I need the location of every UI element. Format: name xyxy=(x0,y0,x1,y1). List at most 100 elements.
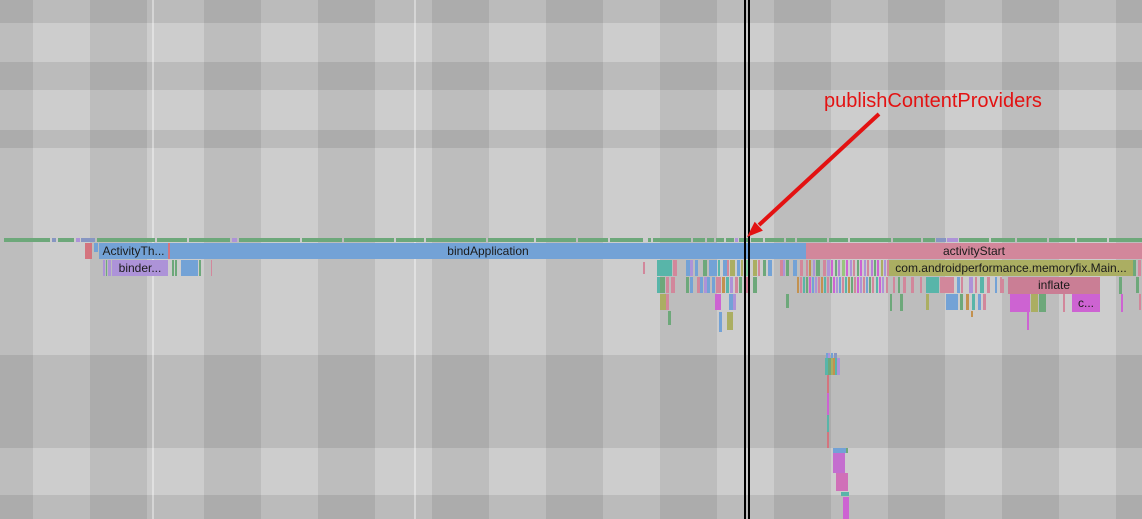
flame-bar[interactable] xyxy=(850,260,852,276)
flame-bar[interactable] xyxy=(536,238,576,242)
flame-bar[interactable] xyxy=(887,260,889,276)
flame-bar[interactable] xyxy=(860,277,862,293)
flame-bar[interactable] xyxy=(657,277,660,293)
flame-bar[interactable] xyxy=(831,358,833,375)
flame-bar[interactable] xyxy=(758,260,760,276)
flame-bar[interactable] xyxy=(940,277,954,293)
flame-bar[interactable] xyxy=(396,238,424,242)
flame-bar[interactable] xyxy=(978,294,981,310)
flame-bar[interactable] xyxy=(837,358,840,375)
flame-bar[interactable] xyxy=(793,260,797,276)
flame-bar[interactable] xyxy=(97,238,155,242)
flame-bar[interactable] xyxy=(866,277,868,293)
flame-bar[interactable] xyxy=(426,238,486,242)
flame-bar[interactable] xyxy=(803,277,805,293)
flame-bar[interactable] xyxy=(882,277,884,293)
flame-bar[interactable] xyxy=(898,277,900,293)
flame-bar[interactable] xyxy=(737,260,740,276)
flame-bar[interactable] xyxy=(753,277,757,293)
flame-bar[interactable] xyxy=(1063,294,1065,312)
flame-bar[interactable] xyxy=(1002,279,1004,293)
flame-bar[interactable] xyxy=(813,260,815,276)
flame-bar[interactable] xyxy=(686,277,689,293)
flame-bar[interactable] xyxy=(643,262,645,274)
flame-bar[interactable] xyxy=(900,294,903,311)
flame-bar[interactable] xyxy=(797,238,827,242)
flame-bar[interactable] xyxy=(94,243,98,252)
flame-bar[interactable] xyxy=(884,260,886,276)
flame-bar[interactable] xyxy=(1109,238,1142,242)
flame-bar[interactable] xyxy=(903,277,906,293)
flame-bar[interactable] xyxy=(946,294,958,310)
flame-bar[interactable] xyxy=(846,448,848,453)
flame-bar[interactable] xyxy=(85,243,92,259)
flame-bar[interactable] xyxy=(828,358,831,375)
flame-bar[interactable] xyxy=(1136,277,1139,293)
method-call-bar[interactable]: ActivityTh... xyxy=(99,243,168,259)
flame-bar[interactable] xyxy=(823,260,826,276)
flame-bar[interactable] xyxy=(1027,312,1029,330)
flame-bar[interactable] xyxy=(1138,260,1141,276)
flame-bar[interactable] xyxy=(693,238,705,242)
flame-bar[interactable] xyxy=(168,243,170,259)
flame-bar[interactable] xyxy=(923,238,935,242)
flame-bar[interactable] xyxy=(926,277,939,293)
flame-bar[interactable] xyxy=(991,238,1015,242)
flame-bar[interactable] xyxy=(876,277,878,293)
flame-bar[interactable] xyxy=(831,353,833,358)
flame-bar[interactable] xyxy=(786,238,795,242)
playhead-line[interactable] xyxy=(744,0,746,519)
flame-bar[interactable] xyxy=(886,277,888,293)
flame-bar[interactable] xyxy=(1119,277,1122,294)
flame-bar[interactable] xyxy=(712,277,715,293)
flame-bar[interactable] xyxy=(836,473,848,491)
flame-bar[interactable] xyxy=(853,260,855,276)
flame-bar[interactable] xyxy=(741,260,743,276)
flame-bar[interactable] xyxy=(716,238,724,242)
flame-bar[interactable] xyxy=(722,277,725,293)
flame-bar[interactable] xyxy=(812,277,814,293)
flame-bar[interactable] xyxy=(690,260,693,276)
flame-bar[interactable] xyxy=(987,277,990,293)
flame-bar[interactable] xyxy=(833,277,835,293)
flame-bar[interactable] xyxy=(715,294,721,310)
flame-bar[interactable] xyxy=(818,277,820,293)
flame-bar[interactable] xyxy=(869,277,871,293)
flame-bar[interactable] xyxy=(726,238,734,242)
flame-bar[interactable] xyxy=(735,277,738,293)
flame-bar[interactable] xyxy=(890,294,892,311)
playhead-line[interactable] xyxy=(748,0,750,519)
flame-bar[interactable] xyxy=(1139,294,1141,310)
flame-bar[interactable] xyxy=(786,260,789,276)
flame-bar[interactable] xyxy=(860,260,862,276)
flame-bar[interactable] xyxy=(842,260,845,276)
flame-bar[interactable] xyxy=(211,260,212,276)
flame-bar[interactable] xyxy=(108,260,111,276)
flame-bar[interactable] xyxy=(735,238,738,242)
flame-bar[interactable] xyxy=(1000,277,1002,293)
flame-bar[interactable] xyxy=(959,238,989,242)
flame-bar[interactable] xyxy=(995,277,997,293)
flame-bar[interactable] xyxy=(730,277,733,293)
flame-bar[interactable] xyxy=(893,238,921,242)
flame-bar[interactable] xyxy=(780,260,783,276)
flame-bar[interactable] xyxy=(833,448,846,453)
flame-bar[interactable] xyxy=(850,238,891,242)
flame-bar[interactable] xyxy=(838,260,840,276)
flame-bar[interactable] xyxy=(768,260,772,276)
flame-bar[interactable] xyxy=(809,277,811,293)
flame-bar[interactable] xyxy=(716,277,721,293)
flame-bar[interactable] xyxy=(730,260,735,276)
flame-bar[interactable] xyxy=(911,277,914,293)
flame-bar[interactable] xyxy=(800,260,803,276)
flame-bar[interactable] xyxy=(239,238,300,242)
flame-bar[interactable] xyxy=(864,260,866,276)
flame-bar[interactable] xyxy=(4,238,50,242)
flame-bar[interactable] xyxy=(1121,294,1123,312)
flame-bar[interactable] xyxy=(966,294,969,310)
flame-bar[interactable] xyxy=(666,277,669,293)
flame-bar[interactable] xyxy=(660,277,665,293)
flame-bar[interactable] xyxy=(831,260,833,276)
flame-bar[interactable] xyxy=(872,277,874,293)
flame-bar[interactable] xyxy=(848,277,850,293)
